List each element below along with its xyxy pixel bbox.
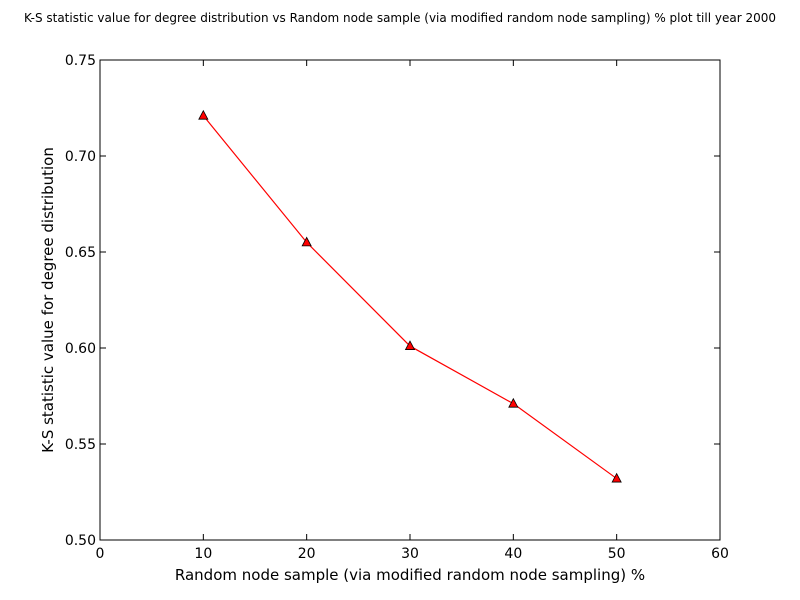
x-tick-label: 0 bbox=[96, 546, 105, 562]
y-tick-label: 0.50 bbox=[65, 533, 96, 549]
data-point-marker bbox=[508, 397, 519, 408]
x-tick-label: 20 bbox=[298, 546, 316, 562]
y-tick-label: 0.60 bbox=[65, 341, 96, 357]
y-tick-label: 0.75 bbox=[65, 53, 96, 69]
x-tick-label: 30 bbox=[401, 546, 419, 562]
chart-title: K-S statistic value for degree distribut… bbox=[24, 11, 776, 25]
series-group bbox=[198, 109, 622, 483]
y-tick-label: 0.55 bbox=[65, 437, 96, 453]
y-tick-label: 0.70 bbox=[65, 149, 96, 165]
axis-ticks: 0 10 20 30 40 50 60 0.50 0.55 0.60 0.65 0.70 0.75 bbox=[65, 53, 729, 562]
data-point-marker bbox=[404, 340, 416, 350]
plot-area bbox=[99, 59, 721, 541]
x-tick-label: 60 bbox=[711, 546, 729, 562]
x-axis-label: Random node sample (via modified random … bbox=[175, 566, 645, 584]
x-tick-label: 50 bbox=[608, 546, 626, 562]
y-tick-label: 0.65 bbox=[65, 245, 96, 261]
x-tick-label: 40 bbox=[504, 546, 522, 562]
y-axis-label: K-S statistic value for degree distribut… bbox=[39, 147, 57, 453]
data-point-marker bbox=[198, 109, 209, 120]
x-tick-label: 10 bbox=[194, 546, 212, 562]
data-point-marker bbox=[611, 472, 622, 483]
data-point-marker bbox=[301, 236, 312, 247]
